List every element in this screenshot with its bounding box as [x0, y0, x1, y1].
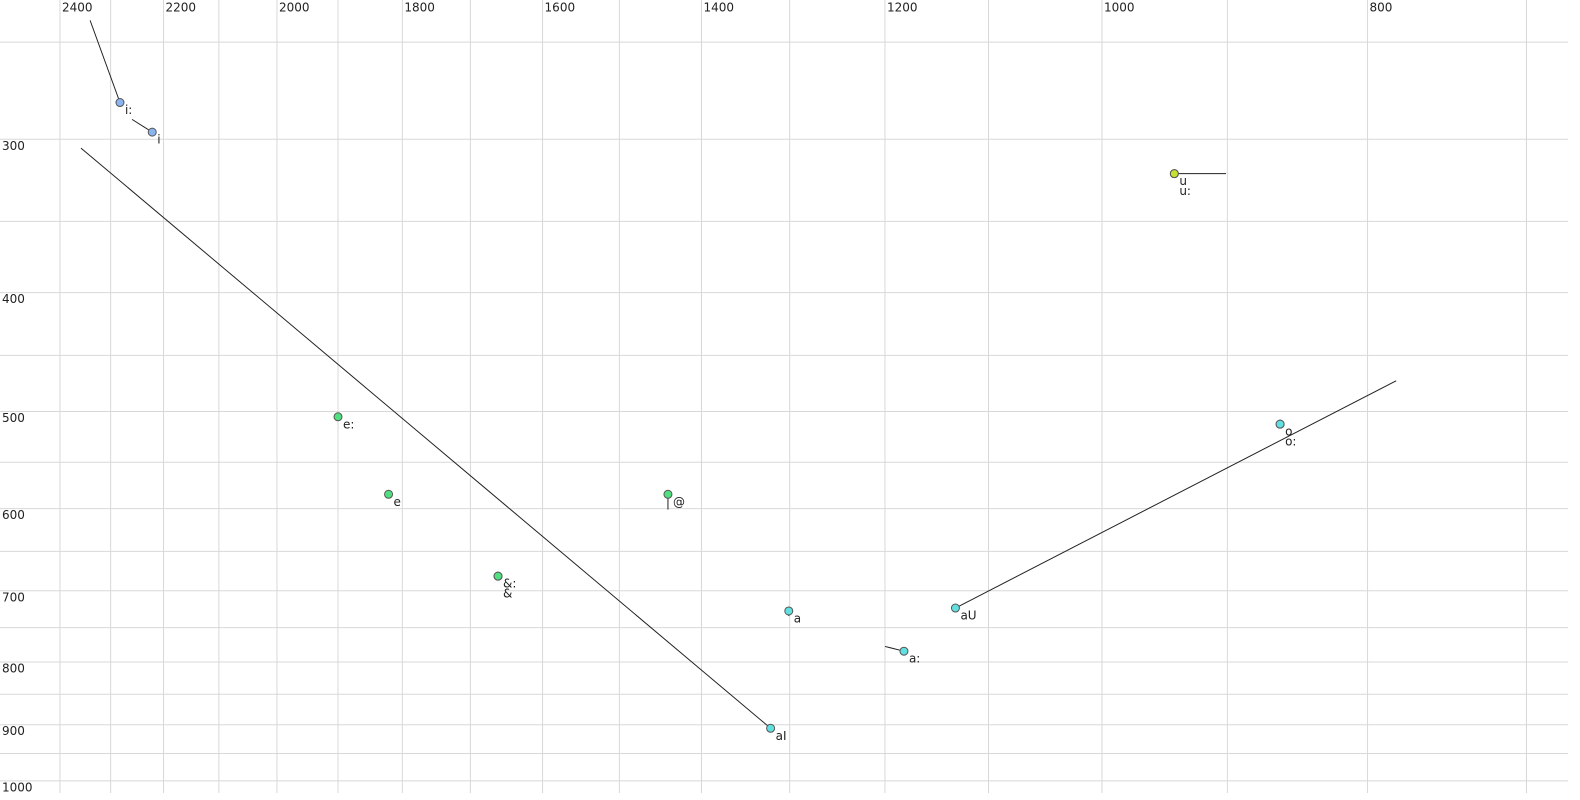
y-tick-label: 900 — [2, 724, 25, 738]
vowel-label: aU — [960, 609, 976, 623]
vowel-point — [115, 98, 125, 108]
x-tick-label: 1200 — [887, 1, 918, 15]
track-line — [955, 380, 1397, 609]
vowel-label: a: — [909, 652, 920, 666]
x-tick-label: 2400 — [62, 1, 93, 15]
vowel-point — [950, 603, 960, 613]
track-line — [80, 147, 771, 729]
y-tick-label: 300 — [2, 139, 25, 153]
vowel-label: o — [1285, 425, 1292, 439]
vowel-point — [147, 127, 157, 137]
y-tick-label: 400 — [2, 292, 25, 306]
track-line — [89, 20, 121, 103]
y-tick-label: 800 — [2, 661, 25, 675]
y-tick-label: 500 — [2, 411, 25, 425]
y-tick-label: 700 — [2, 590, 25, 604]
x-tick-label: 1600 — [545, 1, 576, 15]
x-tick-label: 800 — [1370, 1, 1393, 15]
y-tick-label: 600 — [2, 508, 25, 522]
vowel-label: aI — [776, 729, 787, 743]
vowel-point — [899, 646, 909, 656]
vowel-label: e: — [343, 417, 354, 431]
x-tick-label: 2200 — [166, 1, 197, 15]
vowel-label: i: — [125, 103, 132, 117]
vowel-label: & — [503, 587, 512, 601]
vowel-point — [1275, 419, 1285, 429]
vowel-point — [384, 489, 394, 499]
vowel-point — [663, 489, 673, 499]
vowel-point — [784, 606, 794, 616]
vowel-label: i — [157, 133, 160, 147]
vowel-label: &: — [503, 577, 516, 591]
vowel-label: a — [794, 611, 801, 625]
vowel-label: @ — [673, 495, 685, 509]
vowel-label: u — [1179, 174, 1187, 188]
x-tick-label: 1800 — [404, 1, 435, 15]
vowel-point — [766, 723, 776, 733]
x-tick-label: 1000 — [1104, 1, 1135, 15]
vowel-point — [333, 412, 343, 422]
vowel-label: o: — [1285, 435, 1296, 449]
x-tick-label: 2000 — [279, 1, 310, 15]
vowel-point — [1169, 169, 1179, 179]
vowel-label: u: — [1179, 184, 1191, 198]
vowel-label: e — [394, 495, 401, 509]
y-tick-label: 1000 — [2, 780, 33, 794]
vowel-point — [493, 571, 503, 581]
x-tick-label: 1400 — [703, 1, 734, 15]
